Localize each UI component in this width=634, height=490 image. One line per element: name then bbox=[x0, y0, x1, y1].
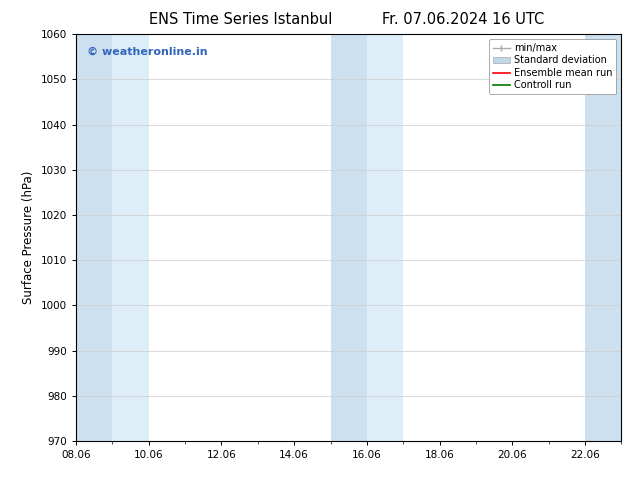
Bar bbox=[585, 34, 621, 441]
Bar bbox=[621, 34, 634, 441]
Text: Fr. 07.06.2024 16 UTC: Fr. 07.06.2024 16 UTC bbox=[382, 12, 544, 27]
Y-axis label: Surface Pressure (hPa): Surface Pressure (hPa) bbox=[22, 171, 36, 304]
Bar bbox=[112, 34, 149, 441]
Bar bbox=[76, 34, 112, 441]
Text: ENS Time Series Istanbul: ENS Time Series Istanbul bbox=[149, 12, 333, 27]
Bar bbox=[330, 34, 367, 441]
Bar bbox=[367, 34, 403, 441]
Legend: min/max, Standard deviation, Ensemble mean run, Controll run: min/max, Standard deviation, Ensemble me… bbox=[489, 39, 616, 94]
Text: © weatheronline.in: © weatheronline.in bbox=[87, 47, 207, 56]
